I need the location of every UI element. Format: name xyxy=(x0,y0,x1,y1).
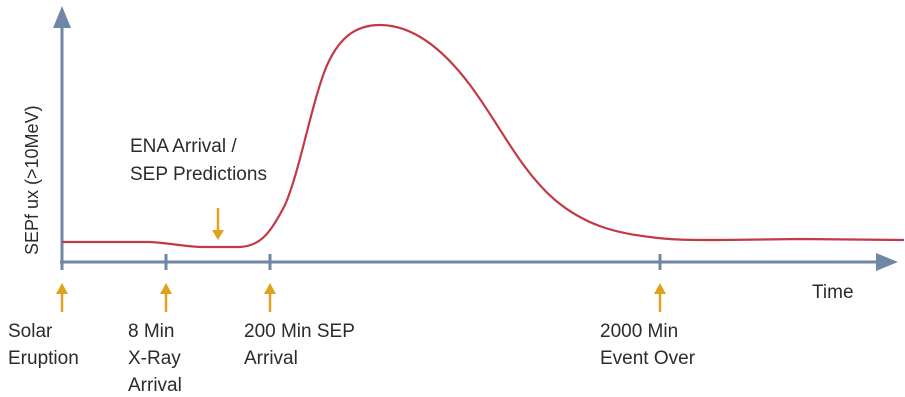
milestone-8-min-line-1: 8 Min xyxy=(128,321,174,342)
ena-annotation-line-1: ENA Arrival / xyxy=(130,136,237,157)
x-axis-ticks xyxy=(60,254,662,270)
up-arrow-icon xyxy=(264,283,276,312)
ena-annotation: ENA Arrival / SEP Predictions xyxy=(130,136,267,240)
x-axis-label: Time xyxy=(812,282,854,303)
down-arrow-icon xyxy=(212,208,224,240)
milestone-solar-eruption-line-1: Solar xyxy=(8,321,53,342)
ena-annotation-line-2: SEP Predictions xyxy=(130,164,267,185)
milestone-2000-min-line-1: 2000 Min xyxy=(600,321,678,342)
milestone-solar-eruption-line-2: Eruption xyxy=(8,348,79,369)
milestone-8-min-line-2: X-Ray xyxy=(128,348,181,369)
milestone-2000-min-line-2: Event Over xyxy=(600,348,696,369)
milestone-200-min-line-2: Arrival xyxy=(244,348,298,369)
milestone-arrows xyxy=(56,283,666,312)
x-axis xyxy=(60,253,898,271)
milestone-8-min-line-3: Arrival xyxy=(128,375,182,396)
sep-flux-curve xyxy=(62,23,905,249)
milestone-200-min-line-1: 200 Min SEP xyxy=(244,321,355,342)
y-axis-label: SEPf ux (>10MeV) xyxy=(22,105,42,255)
y-axis xyxy=(53,6,71,262)
milestone-labels: Solar Eruption 8 Min X-Ray Arrival 200 M… xyxy=(8,321,696,396)
up-arrow-icon xyxy=(654,283,666,312)
up-arrow-icon xyxy=(160,283,172,312)
up-arrow-icon xyxy=(56,283,68,312)
